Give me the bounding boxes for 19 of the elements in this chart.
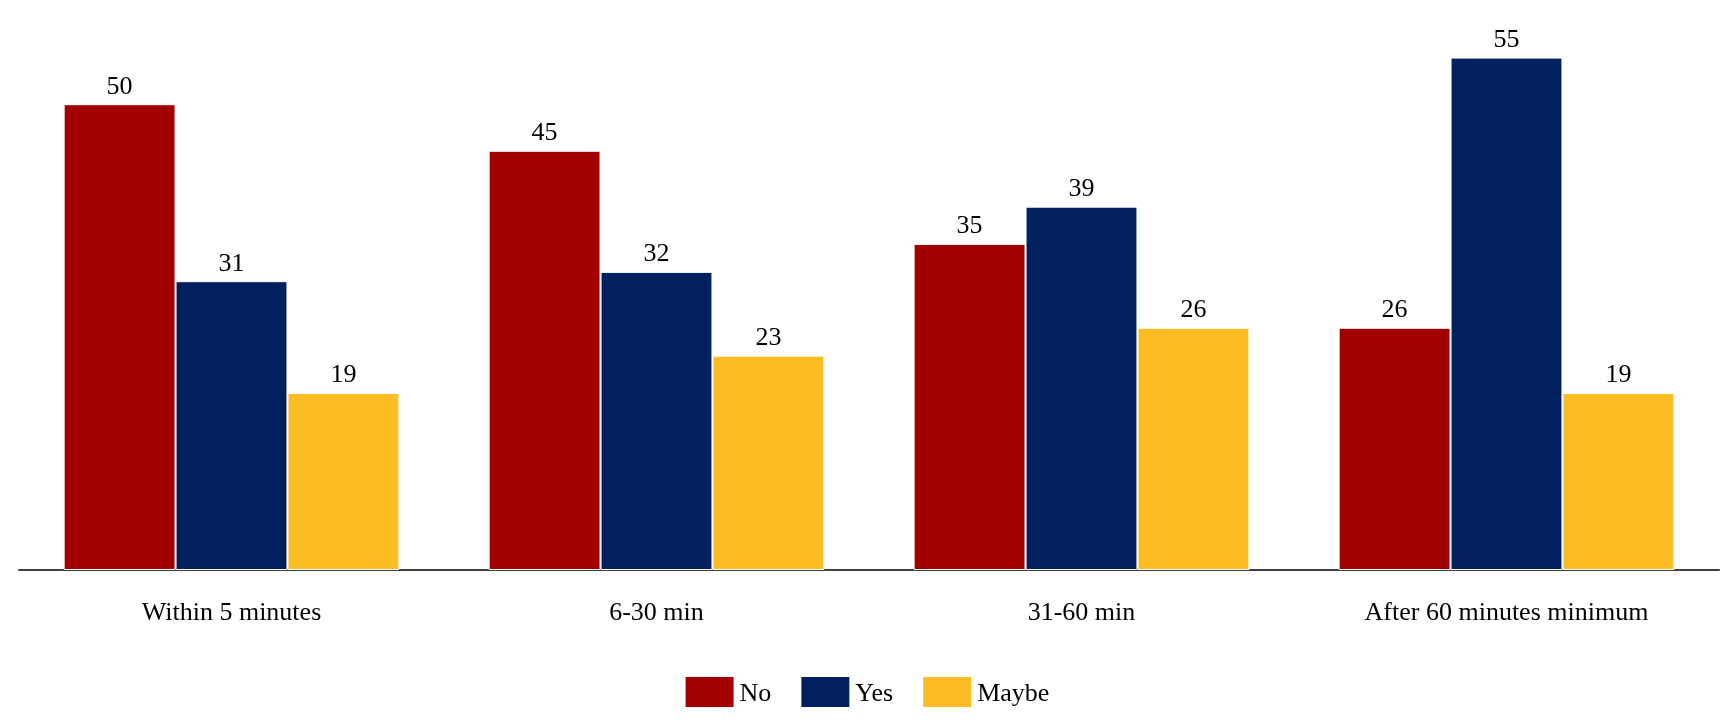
data-label: 31 [218,247,245,277]
data-label: 26 [1180,294,1207,324]
legend-label: Maybe [977,677,1050,707]
data-label: 50 [106,70,133,100]
data-label: 26 [1381,294,1408,324]
data-label: 55 [1493,24,1520,54]
data-label: 39 [1068,173,1095,203]
x-tick-label: 31-60 min [1027,596,1136,626]
x-tick-label: After 60 minutes minimum [1364,596,1649,626]
legend-label: Yes [855,677,894,707]
legend-label: No [739,677,772,707]
x-tick-label: Within 5 minutes [141,596,322,626]
data-label: 32 [643,238,670,268]
data-label: 35 [956,210,983,240]
data-label: 19 [330,359,357,389]
data-label: 45 [531,117,558,147]
x-tick-label: 6-30 min [609,596,704,626]
data-label: 23 [755,322,782,352]
data-label: 19 [1605,359,1632,389]
